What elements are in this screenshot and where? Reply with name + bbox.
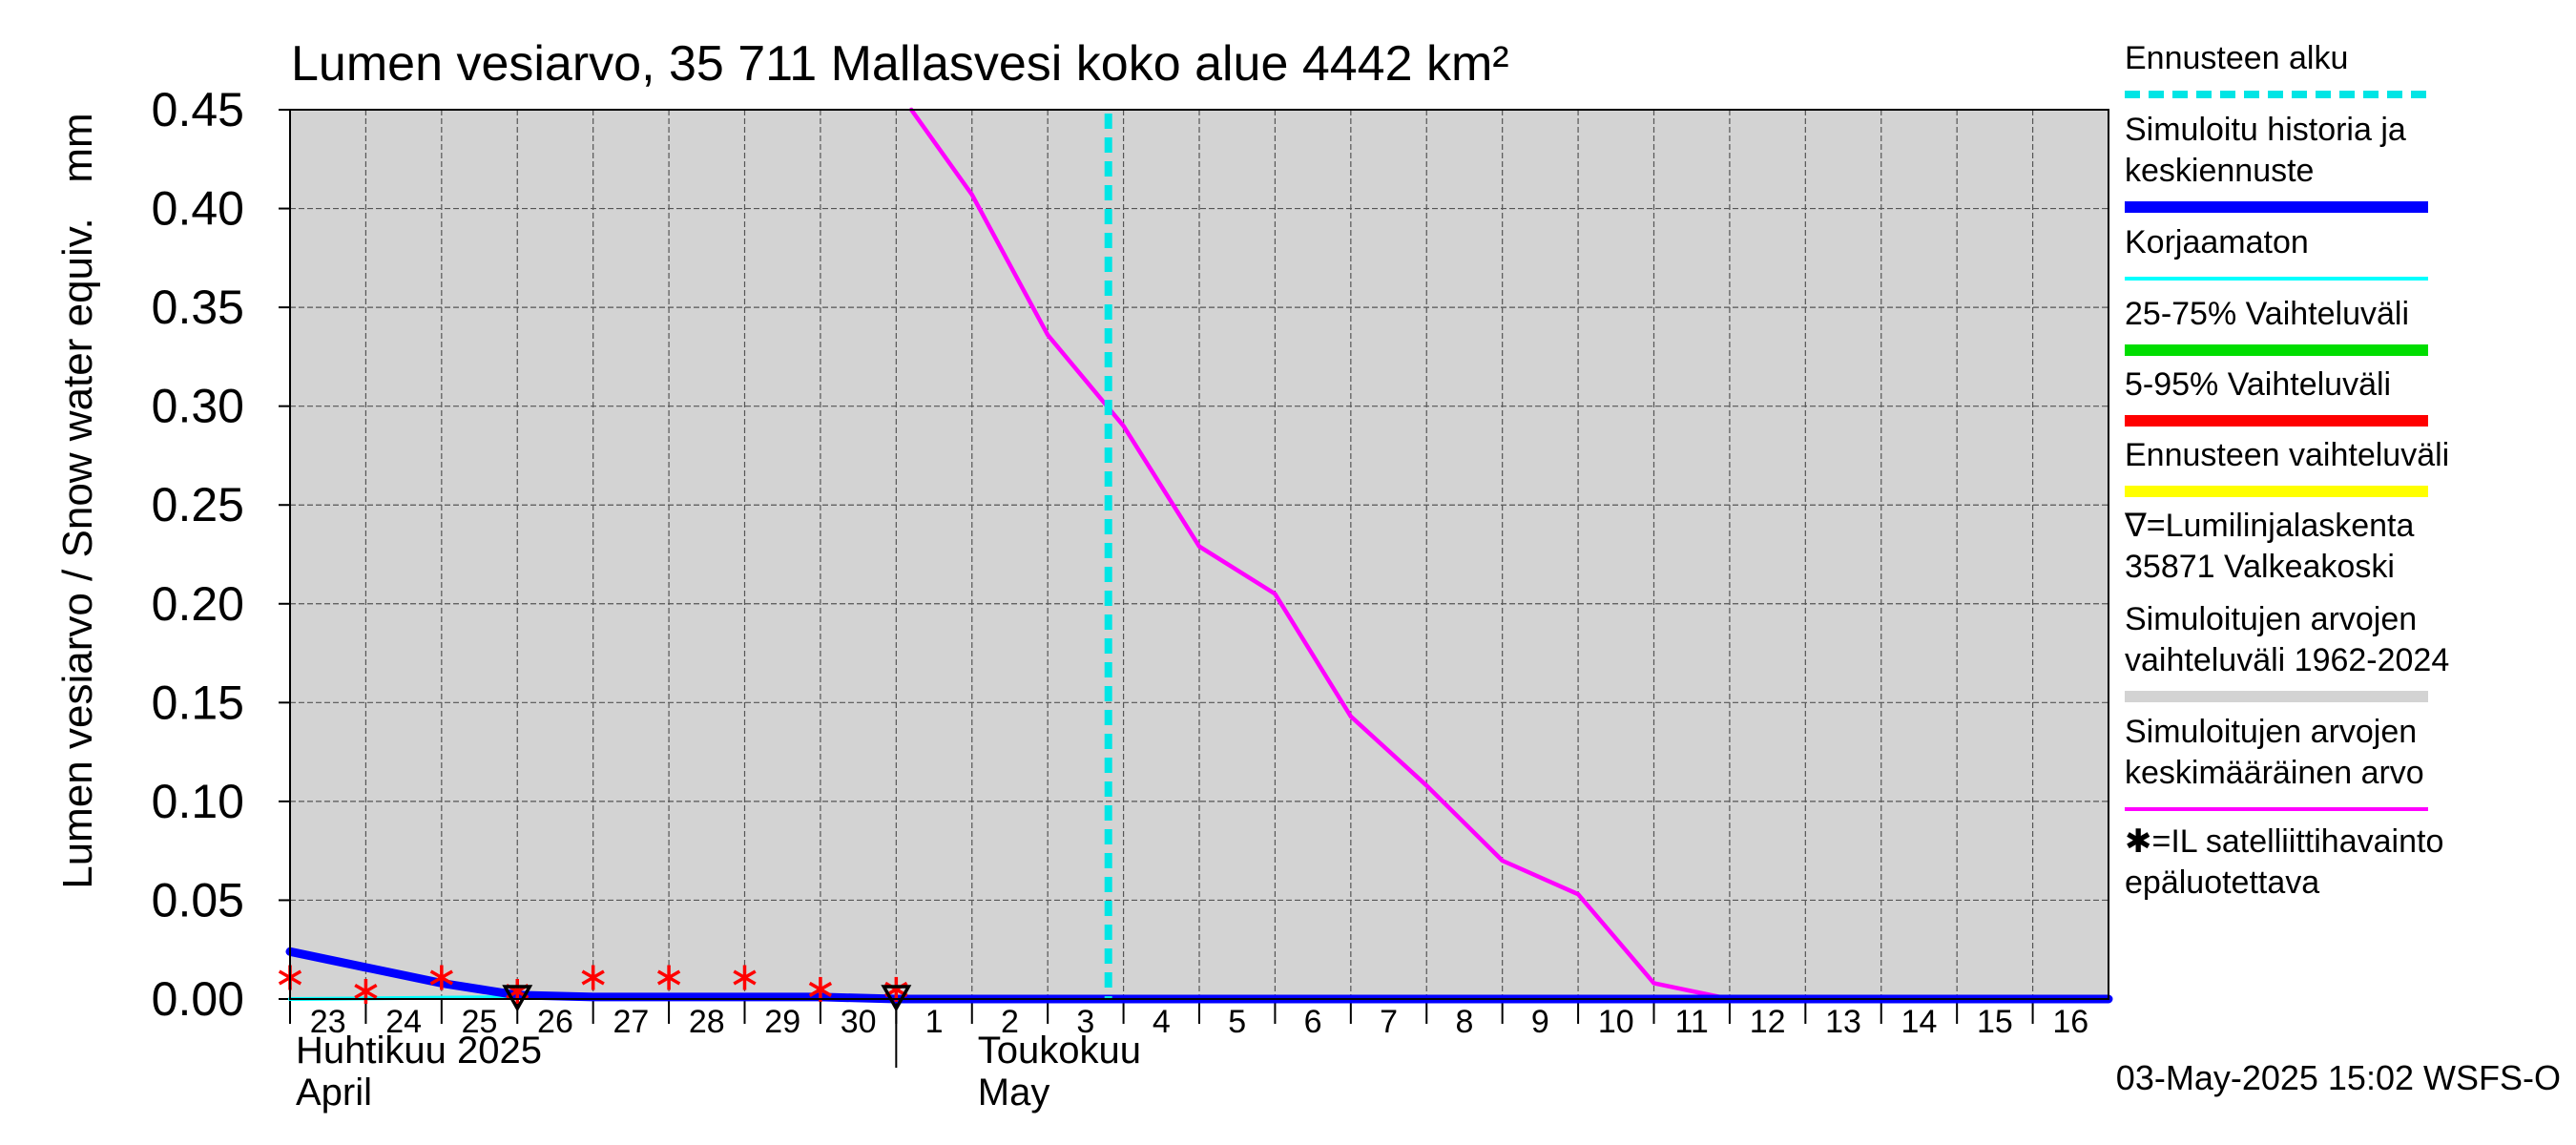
x-tick-label: 14 — [1901, 1004, 1938, 1040]
x-tick-label: 2 — [1001, 1004, 1019, 1040]
y-tick-label: 0.20 — [152, 577, 244, 631]
satellite-point — [581, 965, 605, 990]
x-tick-label: 23 — [310, 1004, 346, 1040]
star-stroke — [581, 969, 605, 986]
x-tick-label: 10 — [1598, 1004, 1634, 1040]
month-label-secondary: May — [978, 1072, 1050, 1114]
x-tick-label: 29 — [764, 1004, 800, 1040]
legend-label: Simuloitu historia ja — [2125, 112, 2406, 148]
y-tick-label: 0.40 — [152, 182, 244, 236]
x-tick-label: 4 — [1153, 1004, 1171, 1040]
x-tick-label: 11 — [1675, 1004, 1709, 1040]
y-axis-label: Lumen vesiarvo / Snow water equiv. — [54, 218, 101, 889]
legend-label: ✱=IL satelliittihavainto — [2125, 823, 2443, 860]
legend-label: 25-75% Vaihteluväli — [2125, 296, 2409, 332]
snow-course-point — [502, 985, 533, 1012]
x-tick-label: 6 — [1304, 1004, 1322, 1040]
legend-item-6: ∇=Lumilinjalaskenta 35871 Valkeakoski — [2124, 508, 2415, 585]
y-tick-label: 0.00 — [152, 972, 244, 1026]
legend-label: keskiennuste — [2125, 153, 2314, 189]
star-stroke — [656, 969, 681, 986]
legend-label: Simuloitujen arvojen — [2125, 714, 2417, 750]
legend-label: 35871 Valkeakoski — [2125, 549, 2395, 585]
x-tick-label: 24 — [385, 1004, 422, 1040]
y-tick-label: 0.45 — [152, 83, 244, 136]
star-stroke — [808, 981, 833, 997]
plot-grid — [290, 110, 2109, 999]
satellite-point — [808, 976, 833, 1002]
legend-label: keskimääräinen arvo — [2125, 755, 2424, 791]
star-stroke — [733, 969, 757, 986]
legend-label: 5-95% Vaihteluväli — [2125, 366, 2391, 403]
legend-label: Simuloitujen arvojen — [2125, 601, 2417, 637]
y-axis-unit: mm — [54, 113, 101, 182]
x-tick-label: 5 — [1228, 1004, 1246, 1040]
footer-timestamp: 03-May-2025 15:02 WSFS-O — [2116, 1058, 2561, 1097]
x-tick-label: 7 — [1380, 1004, 1398, 1040]
y-tick-label: 0.10 — [152, 775, 244, 828]
x-tick-label: 12 — [1750, 1004, 1786, 1040]
x-tick-label: 16 — [2052, 1004, 2088, 1040]
y-tick-label: 0.05 — [152, 873, 244, 926]
x-tick-label: 26 — [537, 1004, 573, 1040]
x-tick-label: 8 — [1455, 1004, 1473, 1040]
snow-course-point — [881, 985, 912, 1012]
y-tick-label: 0.25 — [152, 478, 244, 531]
star-stroke — [354, 983, 378, 1000]
legend-item-5: Ennusteen vaihteluväli — [2125, 437, 2449, 497]
legend-label: ∇=Lumilinjalaskenta — [2124, 508, 2415, 544]
legend-item-4: 5-95% Vaihteluväli — [2125, 366, 2428, 427]
x-tick-label: 9 — [1531, 1004, 1549, 1040]
x-tick-label: 27 — [613, 1004, 649, 1040]
y-tick-label: 0.35 — [152, 281, 244, 334]
legend-label: Ennusteen alku — [2125, 40, 2348, 76]
legend-item-0: Ennusteen alku — [2125, 40, 2428, 98]
satellite-point — [429, 965, 453, 990]
x-tick-label: 30 — [841, 1004, 877, 1040]
month-label-primary: Huhtikuu 2025 — [296, 1030, 542, 1072]
x-tick-label: 13 — [1825, 1004, 1861, 1040]
satellite-point — [656, 965, 681, 990]
x-tick-label: 15 — [1977, 1004, 2013, 1040]
legend-item-7: Simuloitujen arvojen vaihteluväli 1962-20… — [2125, 601, 2449, 702]
x-tick-label: 28 — [689, 1004, 725, 1040]
x-axis-ticks: 23 24 25 26 27 28 29 30 1 2 3 4 5 6 7 8 9 10 11 12 13 14 15 16 — [289, 999, 2088, 1040]
legend-label: Korjaamaton — [2125, 224, 2309, 260]
y-axis-ticks: 0.00 0.05 0.10 0.15 0.20 0.25 0.30 0.35 0.40 0.45 — [152, 83, 290, 1026]
legend-label: vaihteluväli 1962-2024 — [2125, 642, 2449, 678]
satellite-point — [733, 965, 757, 990]
plot-frame — [289, 109, 2109, 1000]
y-tick-label: 0.15 — [152, 676, 244, 729]
legend-item-2: Korjaamaton — [2125, 224, 2428, 281]
legend-item-8: Simuloitujen arvojen keskimääräinen arvo — [2125, 714, 2428, 811]
star-stroke — [429, 969, 453, 986]
x-tick-label: 1 — [925, 1004, 944, 1040]
legend: Ennusteen alku Simuloitu historia ja keski… — [2124, 40, 2449, 901]
legend-label: epäluotettava — [2125, 864, 2319, 901]
x-tick-label: 25 — [462, 1004, 498, 1040]
legend-item-9: ✱=IL satelliittihavainto epäluotettava — [2125, 823, 2443, 901]
month-label-secondary: April — [296, 1072, 372, 1114]
legend-item-1: Simuloitu historia ja keskiennuste — [2125, 112, 2428, 213]
y-tick-label: 0.30 — [152, 380, 244, 433]
chart-title: Lumen vesiarvo, 35 711 Mallasvesi koko a… — [291, 36, 1509, 92]
legend-item-3: 25-75% Vaihteluväli — [2125, 296, 2428, 356]
month-label-primary: Toukokuu — [978, 1030, 1141, 1072]
x-tick-label: 3 — [1076, 1004, 1094, 1040]
legend-label: Ennusteen vaihteluväli — [2125, 437, 2449, 473]
